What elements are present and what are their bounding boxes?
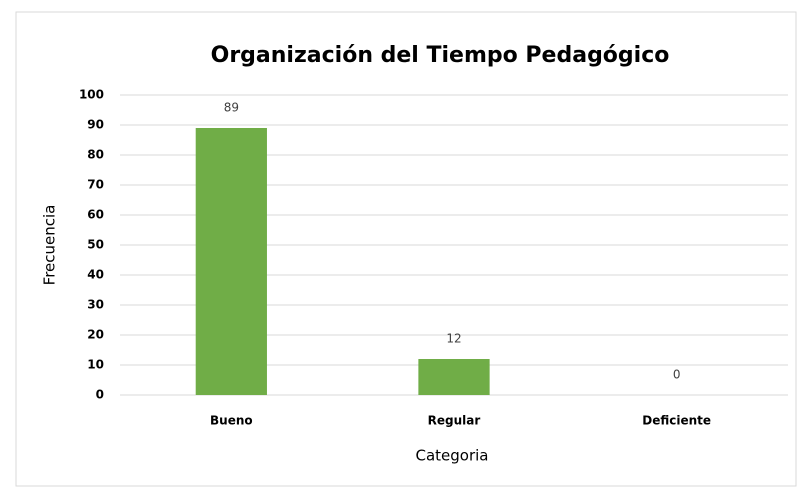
y-tick-label: 30 xyxy=(87,298,104,312)
value-label: 89 xyxy=(224,101,239,115)
y-tick-label: 80 xyxy=(87,148,104,162)
value-label: 0 xyxy=(673,368,681,382)
y-axis-label: Frecuencia xyxy=(41,205,59,286)
value-label: 12 xyxy=(446,332,461,346)
y-tick-label: 0 xyxy=(96,388,104,402)
chart-frame xyxy=(15,11,797,487)
y-tick-label: 70 xyxy=(87,178,104,192)
x-tick-label: Bueno xyxy=(210,414,253,428)
y-tick-label: 90 xyxy=(87,118,104,132)
x-axis-label: Categoria xyxy=(415,447,488,465)
y-tick-label: 10 xyxy=(87,358,104,372)
y-tick-label: 40 xyxy=(87,268,104,282)
y-tick-label: 50 xyxy=(87,238,104,252)
chart-title: Organización del Tiempo Pedagógico xyxy=(211,43,670,68)
x-tick-label: Deficiente xyxy=(642,414,711,428)
y-tick-label: 100 xyxy=(79,88,104,102)
x-tick-label: Regular xyxy=(428,414,481,428)
y-tick-label: 20 xyxy=(87,328,104,342)
bar xyxy=(418,359,490,395)
y-tick-label: 60 xyxy=(87,208,104,222)
bar xyxy=(195,128,267,395)
